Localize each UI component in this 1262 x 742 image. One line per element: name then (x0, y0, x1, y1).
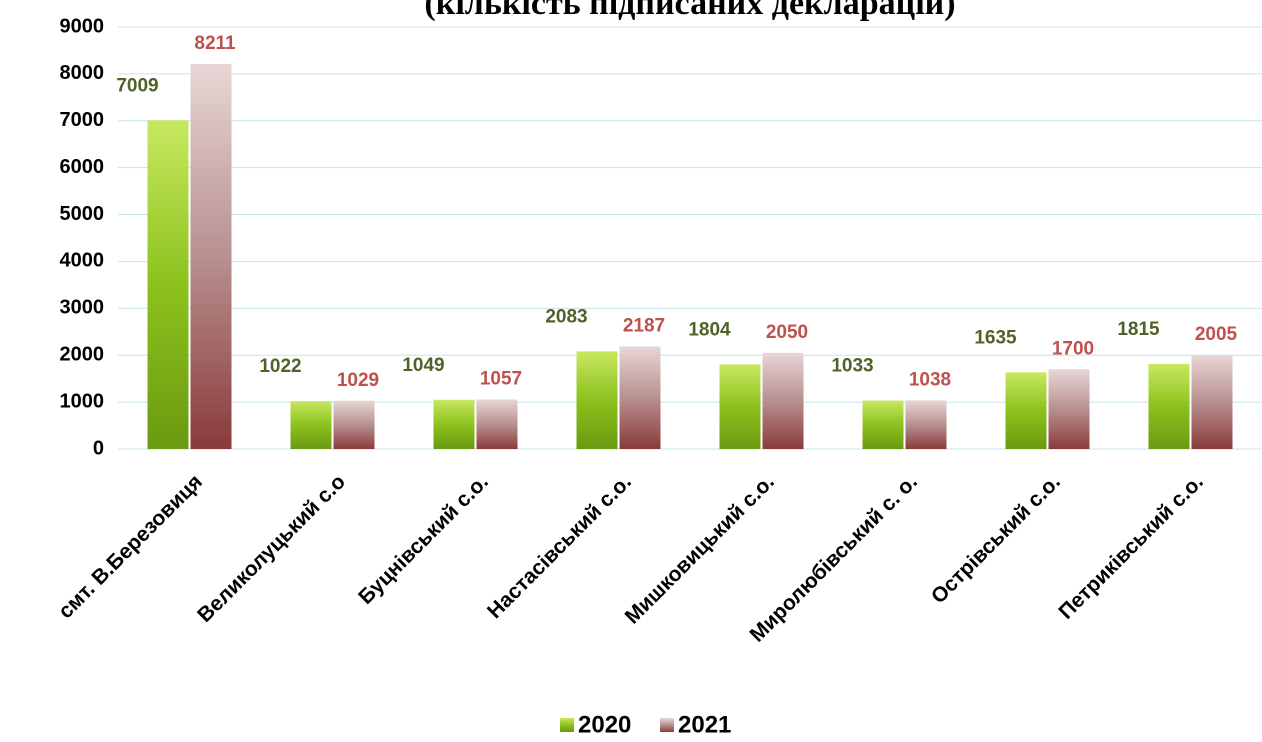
x-tick-label: Мишковицький с.о. (621, 470, 779, 628)
legend-swatch (560, 718, 574, 732)
data-label: 7009 (116, 75, 158, 96)
bar (1005, 372, 1047, 449)
bar (476, 399, 518, 449)
bar (433, 399, 475, 449)
data-label: 2187 (623, 315, 665, 336)
bar (1148, 363, 1190, 449)
x-tick-label: Великолуцький с.о (193, 470, 350, 627)
x-tick-label: Петриківський с.о. (1054, 470, 1208, 624)
x-tick-label: смт. В.Березовиця (54, 470, 207, 623)
x-tick-label: Миролюбівський с. о. (746, 470, 922, 646)
y-tick-label: 7000 (60, 109, 105, 131)
chart-title: (кількість підписаних декларацій) (424, 0, 955, 22)
y-tick-label: 0 (93, 437, 104, 459)
y-tick-label: 9000 (60, 15, 105, 37)
bar (190, 63, 232, 450)
data-label: 1057 (480, 368, 522, 389)
legend-swatch (660, 718, 674, 732)
x-tick-label: Острівський с.о. (927, 470, 1065, 608)
bar (862, 400, 904, 449)
data-label: 1029 (337, 370, 379, 391)
data-label: 1033 (831, 356, 873, 377)
data-label: 1815 (1117, 319, 1160, 340)
x-tick-label: Настасівський с.о. (483, 470, 636, 623)
bar (719, 364, 761, 449)
bar (290, 401, 332, 449)
bar (333, 400, 375, 449)
data-label: 1635 (974, 327, 1017, 348)
y-tick-label: 3000 (60, 297, 105, 319)
bar (905, 400, 947, 449)
bar (147, 120, 189, 449)
bar (1191, 354, 1233, 449)
legend-label: 2021 (678, 711, 731, 738)
data-label: 8211 (194, 33, 236, 54)
bar (1048, 369, 1090, 449)
data-label: 1022 (259, 356, 301, 377)
data-label: 1038 (909, 369, 951, 390)
bar (576, 351, 618, 449)
y-tick-label: 1000 (60, 390, 105, 412)
data-label: 1049 (402, 355, 444, 376)
bar (762, 352, 804, 449)
y-tick-label: 5000 (60, 203, 105, 225)
y-tick-label: 6000 (60, 156, 105, 178)
y-tick-label: 8000 (60, 62, 105, 84)
legend-label: 2020 (578, 711, 631, 738)
data-label: 2050 (766, 322, 808, 343)
data-label: 2083 (545, 306, 587, 327)
y-tick-label: 2000 (60, 344, 105, 366)
x-tick-label: Буцнівський с.о. (354, 470, 493, 609)
data-label: 2005 (1195, 324, 1238, 345)
data-label: 1700 (1052, 338, 1094, 359)
y-tick-label: 4000 (60, 250, 105, 272)
data-label: 1804 (688, 319, 731, 340)
bar (619, 346, 661, 449)
